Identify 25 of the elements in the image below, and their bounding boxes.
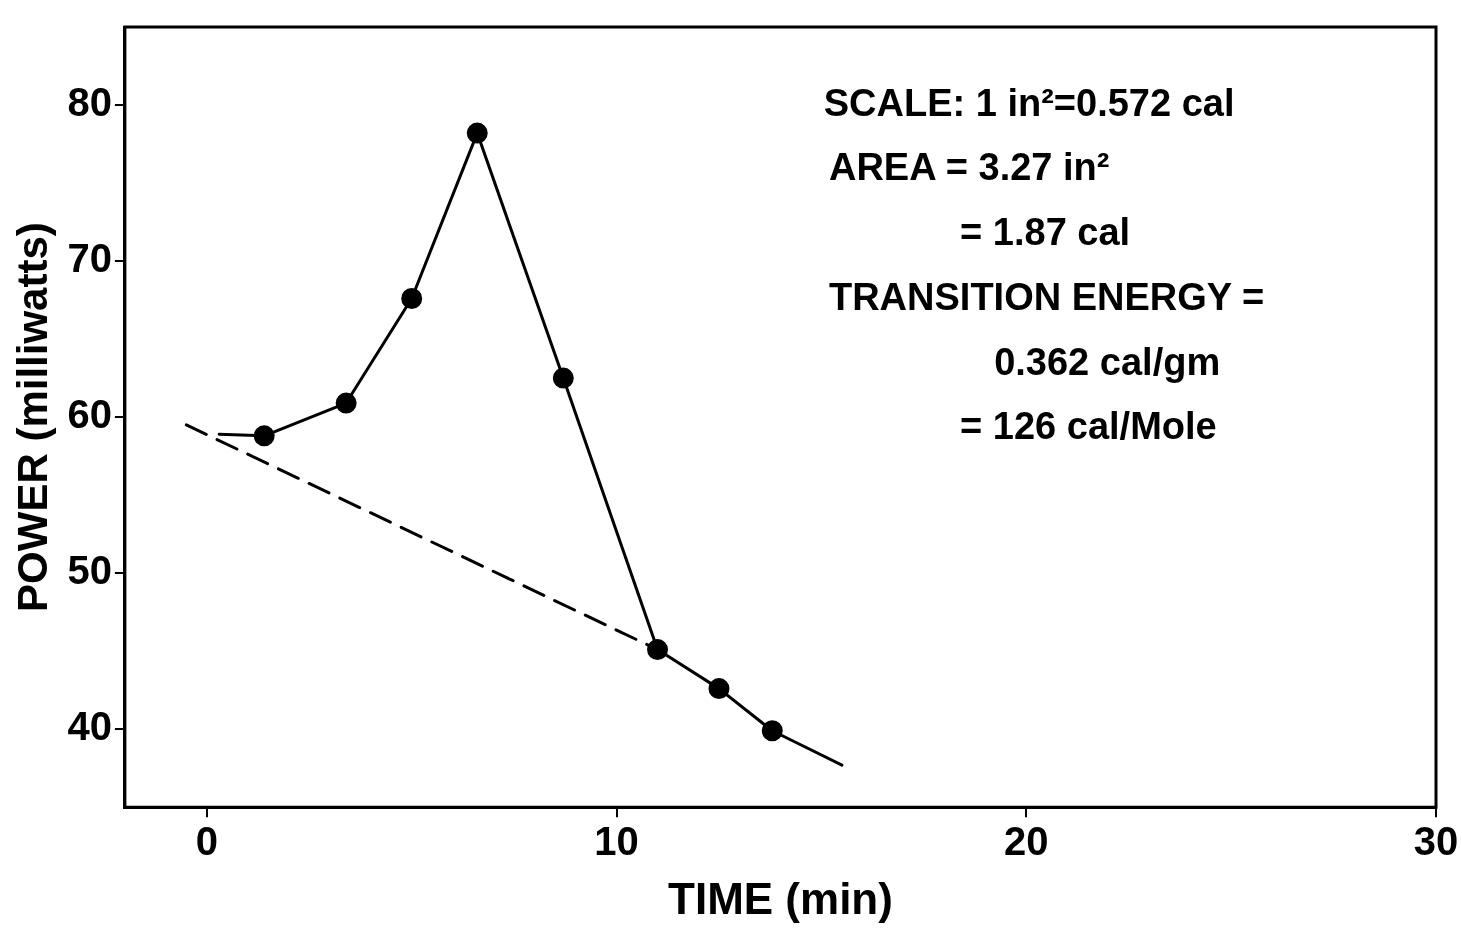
point [253,425,275,447]
y-tick-label: 50 [67,548,112,593]
x-tick-label: 10 [594,819,639,864]
annotation: TRANSITION ENERGY = [828,275,1265,318]
x-tick-label: 20 [1004,819,1049,864]
x-tick-label: 0 [195,819,218,864]
point [552,367,574,389]
y-tick-label: 80 [67,80,112,125]
x-tick-label: 30 [1413,819,1459,864]
y-tick-label: 70 [67,236,112,281]
x-axis-title: TIME (min) [668,873,893,923]
annotation: 0.362 cal/gm [994,340,1221,383]
annotation: = 1.87 cal [960,211,1131,254]
y-axis-title: POWER (milliwatts) [8,222,56,612]
point [466,122,488,144]
annotation: = 126 cal/Mole [960,405,1217,448]
y-tick-label: 60 [67,392,112,437]
point [401,288,423,310]
point [708,678,730,700]
annotation: SCALE: 1 in²=0.572 cal [823,81,1235,124]
point [647,639,669,661]
point [335,392,357,414]
point [761,720,783,742]
y-tick-label: 40 [67,704,112,749]
annotation: AREA = 3.27 in² [828,146,1110,189]
